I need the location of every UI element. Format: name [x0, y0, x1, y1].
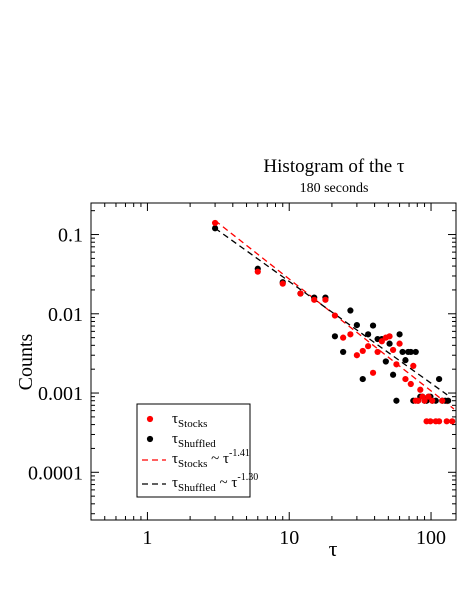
data-point	[331, 312, 339, 319]
chart-subtitle: 180 seconds	[300, 181, 369, 196]
data-point	[421, 397, 428, 404]
data-point	[389, 346, 397, 354]
y-axis-ticks	[91, 210, 456, 515]
x-tick-label: 10	[279, 527, 299, 549]
x-tick-label: 100	[416, 527, 446, 549]
data-point	[449, 418, 456, 425]
legend-box	[136, 403, 251, 498]
data-point	[340, 334, 347, 341]
data-point	[393, 397, 400, 404]
y-tick-label: 0.1	[58, 225, 83, 247]
data-point	[297, 290, 304, 297]
data-point	[425, 393, 432, 400]
data-point	[402, 375, 409, 383]
data-point	[279, 280, 286, 287]
data-point	[396, 331, 403, 338]
chart-title: Histogram of the τ	[263, 156, 405, 177]
fit-line	[214, 227, 448, 396]
data-point	[396, 340, 403, 347]
data-point	[439, 397, 446, 404]
y-tick-label: 0.0001	[28, 462, 83, 484]
data-point	[353, 352, 360, 359]
data-point	[374, 348, 381, 356]
data-point	[347, 307, 354, 314]
plot-frame	[90, 202, 457, 521]
legend-marker	[146, 435, 154, 443]
data-point	[322, 296, 329, 303]
data-point	[427, 418, 434, 425]
data-point	[412, 348, 419, 356]
legend-label: τShuffled ~ τ-1.30	[172, 472, 258, 494]
x-axis-label: τ	[329, 536, 338, 561]
data-point	[365, 343, 372, 350]
data-point	[407, 380, 414, 388]
x-axis-tick-labels: 1 10 100	[142, 527, 446, 549]
data-point	[365, 331, 372, 338]
data-point	[402, 357, 409, 364]
data-point	[386, 333, 393, 340]
data-point	[347, 331, 354, 338]
legend-marker	[146, 415, 154, 423]
data-point	[389, 371, 397, 378]
x-axis-ticks	[90, 203, 432, 520]
data-point	[353, 321, 360, 329]
data-point	[359, 347, 366, 355]
data-point	[399, 348, 406, 356]
data-point	[378, 338, 385, 345]
data-point	[369, 322, 377, 329]
y-axis-label: Counts	[15, 333, 37, 390]
data-points	[211, 219, 456, 425]
data-point	[311, 296, 318, 303]
data-point	[410, 362, 417, 369]
data-point	[443, 418, 450, 425]
data-point	[211, 225, 219, 232]
data-point	[211, 219, 219, 227]
data-point	[429, 397, 436, 404]
data-point	[414, 397, 422, 404]
data-point	[340, 348, 347, 356]
data-point	[359, 375, 366, 383]
data-point	[382, 358, 389, 365]
data-point	[386, 340, 393, 347]
y-axis-tick-labels: 0.0001 0.001 0.01 0.1	[28, 225, 83, 485]
data-point	[417, 386, 424, 393]
data-point	[435, 418, 443, 425]
data-point	[254, 268, 261, 275]
data-point	[393, 361, 400, 368]
data-point	[445, 397, 452, 404]
y-tick-label: 0.001	[38, 383, 83, 405]
y-tick-label: 0.01	[48, 304, 83, 326]
x-tick-label: 1	[142, 527, 152, 549]
data-point	[407, 348, 414, 356]
data-point	[435, 375, 443, 383]
data-point	[369, 369, 377, 376]
data-point	[331, 333, 339, 340]
